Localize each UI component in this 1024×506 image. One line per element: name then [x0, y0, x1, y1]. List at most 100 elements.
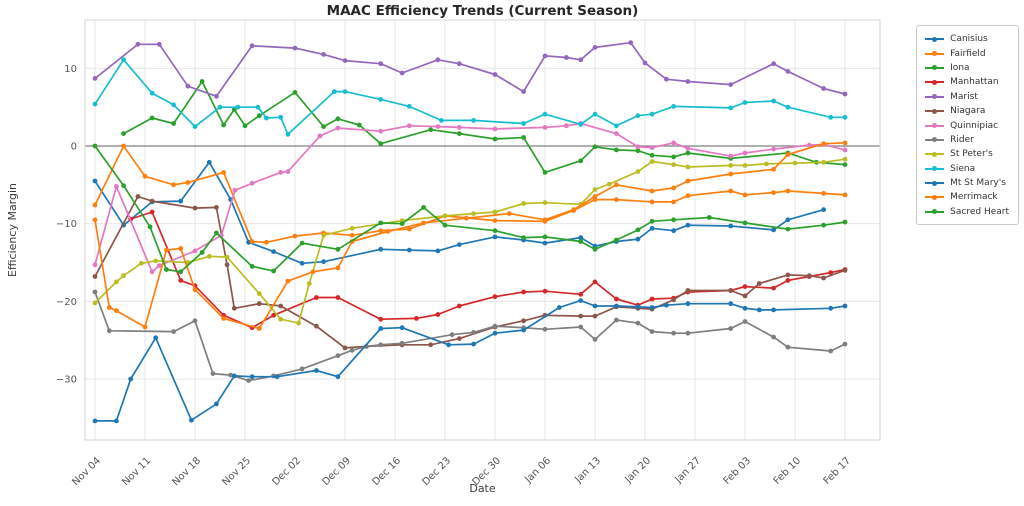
- data-point-st-peter-s: [224, 254, 230, 260]
- legend-line-swatch: [925, 194, 945, 200]
- legend-item-mt-st-mary-s: Mt St Mary's: [925, 177, 1009, 189]
- data-point-canisius: [821, 207, 826, 213]
- data-point-marist: [456, 61, 462, 67]
- y-tick-label: −10: [56, 219, 77, 230]
- data-point-rider: [471, 330, 476, 335]
- data-point-niagara: [342, 345, 348, 351]
- data-point-mt-st-mary-s: [614, 303, 619, 309]
- data-point-canisius: [206, 159, 212, 165]
- data-point-st-peter-s: [121, 273, 126, 279]
- data-point-sacred-heart: [706, 215, 712, 220]
- data-point-rider: [771, 334, 776, 340]
- data-point-canisius: [635, 236, 641, 242]
- data-point-mt-st-mary-s: [771, 307, 776, 313]
- data-point-sacred-heart: [164, 267, 169, 272]
- data-point-mt-st-mary-s: [189, 417, 194, 423]
- data-point-sacred-heart: [521, 235, 526, 241]
- data-point-st-peter-s: [742, 163, 748, 168]
- data-point-canisius: [671, 228, 676, 234]
- data-point-sacred-heart: [421, 205, 426, 210]
- data-point-manhattan: [578, 291, 584, 297]
- data-point-rider: [349, 347, 355, 353]
- legend-line-swatch: [925, 51, 945, 57]
- data-point-manhattan: [335, 295, 341, 300]
- series-line-iona: [122, 80, 846, 174]
- data-point-fairfield: [492, 218, 498, 224]
- data-point-mt-st-mary-s: [492, 330, 498, 336]
- data-point-quinnipiac: [542, 125, 548, 130]
- data-point-rider: [106, 328, 112, 334]
- data-point-quinnipiac: [149, 269, 155, 275]
- data-point-canisius: [456, 242, 462, 248]
- data-point-rider: [842, 341, 848, 347]
- data-point-merrimack: [285, 278, 291, 284]
- data-point-quinnipiac: [806, 142, 812, 148]
- legend: Canisius Fairfield Iona Manhattan Marist Niag…: [916, 25, 1019, 226]
- data-point-fairfield: [821, 191, 826, 196]
- data-point-canisius: [685, 222, 691, 228]
- data-point-st-peter-s: [256, 291, 262, 296]
- data-point-mt-st-mary-s: [446, 342, 451, 348]
- data-point-marist: [564, 55, 569, 60]
- data-point-iona: [635, 148, 641, 154]
- data-point-siena: [614, 123, 619, 129]
- data-point-mt-st-mary-s: [399, 325, 405, 331]
- data-point-quinnipiac: [335, 125, 341, 131]
- data-point-manhattan: [771, 285, 776, 291]
- data-point-merrimack: [785, 152, 791, 157]
- data-point-sacred-heart: [147, 224, 153, 230]
- data-point-manhattan: [435, 312, 441, 317]
- data-point-manhattan: [314, 295, 319, 300]
- data-point-st-peter-s: [321, 232, 326, 238]
- data-point-niagara: [92, 274, 98, 279]
- data-point-siena: [471, 118, 476, 123]
- data-point-siena: [285, 131, 291, 137]
- data-point-sacred-heart: [378, 220, 384, 226]
- legend-label: Quinnipiac: [950, 120, 999, 131]
- data-point-mt-st-mary-s: [153, 335, 159, 341]
- data-point-merrimack: [221, 316, 227, 321]
- data-point-mt-st-mary-s: [128, 376, 134, 382]
- data-point-merrimack: [571, 207, 576, 213]
- data-point-quinnipiac: [114, 184, 119, 189]
- legend-line-swatch: [925, 166, 945, 172]
- data-point-st-peter-s: [649, 159, 655, 164]
- data-point-mt-st-mary-s: [842, 303, 848, 309]
- data-point-sacred-heart: [271, 268, 276, 274]
- y-tick-label: 0: [71, 142, 77, 153]
- data-point-manhattan: [149, 209, 155, 215]
- data-point-rider: [671, 330, 676, 336]
- data-point-manhattan: [492, 294, 498, 300]
- data-point-mt-st-mary-s: [231, 373, 237, 379]
- data-point-quinnipiac: [728, 153, 734, 159]
- data-point-marist: [785, 69, 791, 74]
- data-point-rider: [785, 344, 791, 350]
- data-point-quinnipiac: [406, 123, 412, 129]
- legend-item-merrimack: Merrimack: [925, 191, 1009, 203]
- data-point-canisius: [649, 225, 655, 231]
- legend-marker-dot: [932, 151, 938, 157]
- data-point-merrimack: [464, 215, 469, 221]
- data-point-rider: [728, 326, 734, 331]
- legend-line-swatch: [925, 108, 945, 114]
- data-point-niagara: [671, 297, 676, 303]
- x-axis-label: Date: [469, 482, 496, 495]
- data-point-siena: [771, 98, 776, 104]
- data-point-mt-st-mary-s: [214, 401, 219, 407]
- data-point-fairfield: [406, 226, 412, 232]
- data-point-st-peter-s: [349, 225, 355, 231]
- data-point-iona: [592, 144, 598, 150]
- legend-marker-dot: [932, 94, 938, 100]
- data-point-canisius: [435, 248, 441, 254]
- data-point-sacred-heart: [635, 227, 641, 233]
- data-point-merrimack: [821, 141, 826, 147]
- data-point-st-peter-s: [606, 181, 612, 187]
- data-point-merrimack: [106, 305, 112, 310]
- data-point-quinnipiac: [317, 133, 323, 139]
- data-point-manhattan: [521, 289, 526, 295]
- data-point-merrimack: [335, 265, 341, 271]
- data-point-sacred-heart: [578, 239, 584, 244]
- data-point-niagara: [728, 288, 734, 293]
- data-point-sacred-heart: [214, 230, 219, 236]
